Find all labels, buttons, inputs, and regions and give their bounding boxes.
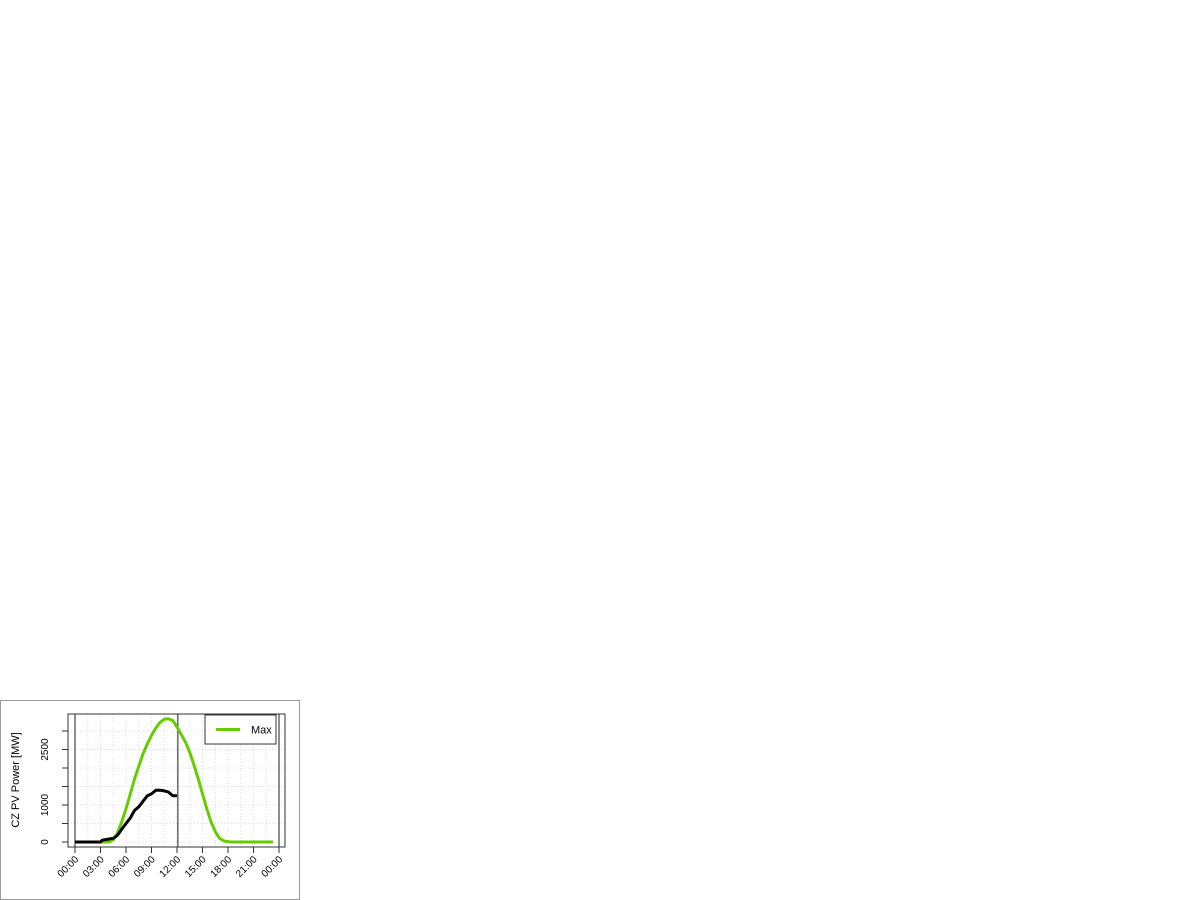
y-axis-label: CZ PV Power [MW] [10,732,22,827]
series-line-max [75,717,273,844]
y-axis: 0 1000 2500 [40,730,68,845]
series-layer [75,717,273,844]
y-tick-label: 2500 [40,738,51,761]
y-tick-label: 0 [40,839,51,845]
vertical-markers [74,714,280,847]
legend-label-max: Max [251,725,272,737]
series-line-actual [75,788,177,844]
legend: Max [204,714,277,745]
y-tick-label: 1000 [40,793,51,816]
